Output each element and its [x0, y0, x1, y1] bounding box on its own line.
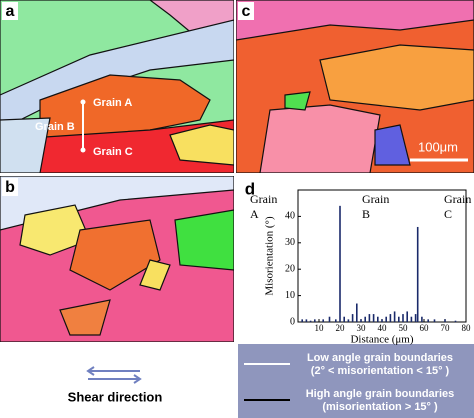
bar — [309, 320, 312, 322]
panel-tag — [2, 178, 18, 196]
grain-label: Grain B — [35, 121, 75, 133]
bar — [416, 226, 419, 322]
map-b — [0, 176, 234, 342]
bar — [421, 316, 423, 322]
bar — [454, 320, 457, 322]
bar — [356, 303, 358, 322]
bar — [427, 319, 429, 322]
panel-letter: c — [242, 3, 251, 20]
panel-letter: a — [6, 3, 15, 20]
bar — [351, 314, 354, 322]
x-tick-label: 40 — [378, 323, 388, 333]
legend-detail: (misorientation > 15° ) — [322, 401, 438, 413]
x-tick-label: 10 — [315, 323, 325, 333]
scale-bar-label: 100μm — [418, 139, 458, 154]
annotation: Grain — [444, 192, 471, 206]
legend-label: Low angle grain boundaries — [307, 352, 453, 364]
map-c — [236, 0, 474, 173]
y-tick-label: 40 — [285, 211, 295, 222]
y-axis-label: Misorientation (°) — [264, 216, 276, 296]
bar — [398, 316, 400, 322]
bar — [364, 316, 366, 322]
grain-label: Grain C — [93, 146, 133, 158]
bar — [433, 319, 436, 322]
bar — [343, 316, 345, 322]
annotation: C — [444, 207, 452, 221]
panel-letter: d — [245, 179, 255, 198]
bar — [377, 316, 379, 322]
shear-label: Shear direction — [68, 389, 163, 404]
y-tick-label: 10 — [285, 290, 295, 301]
grain-label: Grain A — [93, 97, 132, 109]
annotation: Grain — [250, 192, 277, 206]
bar — [402, 314, 404, 322]
legend-detail: (2° < misorientation < 15° ) — [311, 365, 450, 377]
panel-letter: b — [5, 179, 15, 196]
panel-tag — [2, 2, 18, 20]
x-tick-label: 70 — [441, 323, 451, 333]
bar — [314, 319, 316, 322]
shear-arrow — [133, 374, 142, 384]
y-tick-label: 20 — [285, 263, 295, 274]
y-tick-label: 0 — [290, 316, 295, 327]
x-tick-label: 50 — [399, 323, 409, 333]
plot-frame — [297, 189, 467, 323]
bar — [406, 311, 408, 322]
annotation: A — [250, 207, 259, 221]
annotation: B — [362, 207, 370, 221]
bar — [368, 314, 371, 322]
bar — [410, 316, 413, 322]
bar — [385, 316, 387, 322]
bar — [322, 319, 324, 322]
x-axis-label: Distance (μm) — [350, 334, 413, 346]
bar — [339, 205, 341, 322]
panel-tag — [238, 2, 254, 20]
bar — [393, 311, 396, 322]
bar — [381, 319, 383, 322]
x-tick-label: 30 — [357, 323, 367, 333]
bar — [335, 319, 337, 322]
shear-arrow — [86, 366, 95, 376]
y-tick-label: 30 — [285, 237, 295, 248]
legend-label: High angle grain boundaries — [306, 388, 455, 400]
bar — [360, 319, 362, 322]
annotation: Grain — [362, 192, 389, 206]
bar — [414, 314, 417, 322]
legend-box — [238, 344, 474, 418]
map-a — [0, 0, 234, 173]
bar — [305, 319, 308, 322]
bar — [347, 319, 350, 322]
x-tick-label: 20 — [336, 323, 346, 333]
bar — [389, 314, 392, 322]
x-tick-label: 60 — [420, 323, 430, 333]
bar — [372, 314, 375, 322]
bar — [444, 319, 446, 322]
bar — [328, 316, 331, 322]
x-tick-label: 80 — [462, 323, 472, 333]
bar — [301, 319, 303, 322]
